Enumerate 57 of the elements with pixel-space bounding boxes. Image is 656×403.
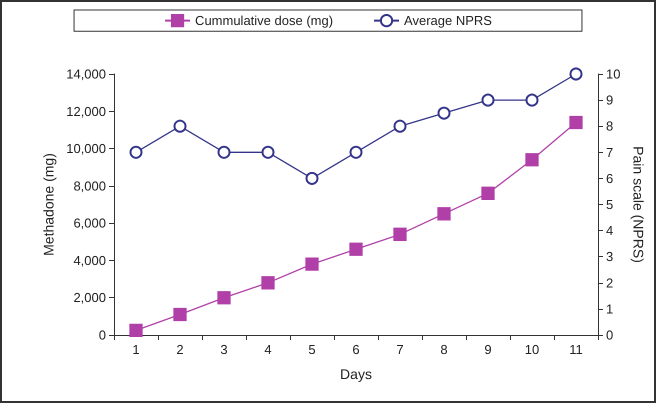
- point: [130, 146, 142, 159]
- y-tick-label: 14,000: [66, 66, 106, 82]
- x-tick-label: 8: [440, 342, 448, 357]
- y2-tick-label: 6: [606, 170, 614, 186]
- point: [569, 116, 583, 130]
- y2-tick-label: 0: [606, 328, 614, 342]
- point: [217, 291, 231, 304]
- point: [262, 146, 274, 159]
- y-tick-label: 2,000: [73, 290, 106, 306]
- point: [525, 153, 539, 166]
- y-tick-label: 12,000: [66, 104, 106, 119]
- point: [306, 172, 318, 185]
- x-tick-label: 6: [352, 342, 360, 357]
- y2-tick-label: 10: [606, 66, 620, 82]
- y2-tick-label: 3: [606, 249, 614, 264]
- y2-axis-title: Pain scale (NPRS): [630, 146, 646, 263]
- y2-tick-label: 5: [606, 197, 614, 212]
- point: [173, 308, 187, 322]
- y2-tick-label: 8: [606, 118, 614, 134]
- point: [393, 228, 407, 241]
- x-axis-title: Days: [340, 366, 372, 382]
- x-tick-label: 1: [132, 342, 140, 357]
- x-tick-label: 4: [264, 342, 272, 357]
- point: [349, 242, 363, 256]
- y-axis-title: Methadone (mg): [40, 153, 56, 256]
- point: [570, 68, 582, 80]
- point: [218, 146, 230, 159]
- point: [261, 276, 275, 290]
- y2-tick-label: 2: [606, 275, 614, 290]
- legend-label: Cummulative dose (mg): [195, 13, 334, 28]
- point: [481, 186, 495, 200]
- y-tick-label: 10,000: [66, 141, 106, 156]
- point: [526, 94, 538, 107]
- x-tick-label: 3: [220, 342, 228, 357]
- y2-tick-label: 7: [606, 144, 614, 160]
- point: [174, 120, 186, 133]
- y-tick-label: 8,000: [73, 178, 106, 194]
- point: [394, 120, 406, 133]
- point: [129, 324, 143, 337]
- point: [305, 258, 319, 271]
- y2-tick-label: 9: [606, 92, 614, 108]
- x-tick-label: 10: [524, 342, 540, 357]
- y2-tick-label: 1: [606, 301, 614, 316]
- x-tick-label: 11: [569, 342, 583, 357]
- point: [438, 106, 450, 120]
- point: [350, 146, 362, 159]
- x-tick-label: 7: [396, 342, 404, 357]
- x-tick-label: 2: [176, 342, 184, 357]
- point: [482, 94, 494, 107]
- point: [437, 207, 451, 220]
- y-tick-label: 6,000: [73, 216, 106, 231]
- y2-tick-label: 4: [606, 223, 614, 238]
- x-tick-label: 5: [308, 342, 316, 357]
- y-tick-label: 0: [98, 328, 106, 342]
- y-tick-label: 4,000: [73, 252, 106, 268]
- legend-label: Average NPRS: [404, 13, 492, 28]
- x-tick-label: 9: [484, 342, 492, 357]
